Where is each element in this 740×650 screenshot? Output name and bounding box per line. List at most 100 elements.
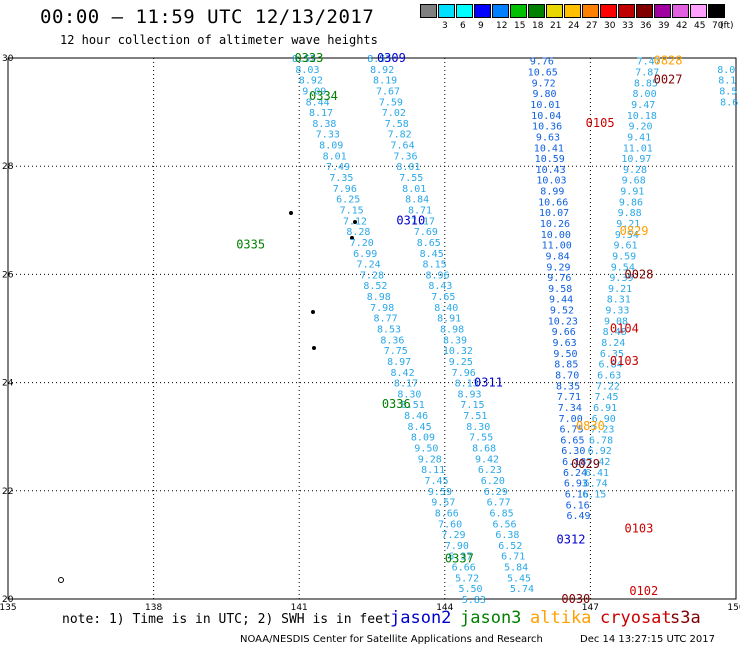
wave-height-value: 8.40 — [434, 303, 458, 314]
wave-height-value: 9.42 — [475, 454, 499, 465]
legend-swatch — [528, 4, 545, 18]
wave-height-value: 9.76 — [547, 273, 571, 284]
wave-height-value: 8.17 — [394, 379, 418, 390]
wave-height-value: 9.86 — [619, 197, 643, 208]
wave-height-value: 6.66 — [452, 563, 476, 574]
wave-height-value: 8.68 — [472, 444, 496, 455]
map-title: 00:00 – 11:59 UTC 12/13/2017 — [40, 6, 375, 28]
wave-height-value: 9.91 — [620, 187, 644, 198]
wave-height-value: 9.50 — [414, 444, 438, 455]
lat-tick-label: 22 — [2, 487, 13, 497]
wave-height-value: 9.59 — [428, 487, 452, 498]
lon-tick-label: 138 — [145, 603, 162, 613]
wave-height-value: 6.29 — [484, 487, 508, 498]
pass-number-label: 0829 — [620, 224, 649, 238]
wave-height-value: 8.42 — [391, 368, 415, 379]
pass-number-label: 0334 — [309, 89, 338, 103]
wave-height-value: 7.00 — [559, 414, 583, 425]
pass-number-label: 0102 — [629, 584, 658, 598]
lon-tick-label: 147 — [582, 603, 599, 613]
wave-height-value: 8.99 — [540, 187, 564, 198]
legend-swatch — [420, 4, 437, 18]
wave-height-value: 8.85 — [634, 78, 658, 89]
wave-height-value: 9.09 — [302, 86, 326, 97]
legend-swatch — [438, 4, 455, 18]
wave-height-value: 8.30 — [466, 422, 490, 433]
wave-height-value: 8.65 — [417, 238, 441, 249]
wave-height-value: 8.66 — [435, 508, 459, 519]
legend-swatch — [600, 4, 617, 18]
legend-swatch — [564, 4, 581, 18]
pass-number-label: 0311 — [474, 376, 503, 390]
wave-height-value: 6.84 — [599, 360, 623, 371]
wave-height-value: 6.71 — [501, 552, 525, 563]
wave-height-value: 8.24 — [601, 338, 625, 349]
wave-height-value: 8.52 — [292, 54, 316, 65]
wave-height-value: 10.18 — [627, 111, 657, 122]
wave-height-value: 6.56 — [492, 519, 516, 530]
wave-height-value: 10.23 — [548, 316, 578, 327]
wave-height-value: 9.50 — [553, 349, 577, 360]
wave-height-value: 6.38 — [495, 530, 519, 541]
lat-tick-label: 30 — [2, 54, 14, 64]
wave-height-value: 6.20 — [481, 476, 505, 487]
wave-height-value: 8.45 — [408, 422, 432, 433]
island — [353, 220, 357, 224]
wave-height-value: 9.28 — [623, 165, 647, 176]
island — [312, 346, 316, 350]
legend-label: 18 — [532, 21, 544, 31]
wave-height-value: 8.0 — [717, 65, 735, 76]
wave-height-value: 7.69 — [414, 227, 438, 238]
island — [58, 577, 64, 583]
wave-height-value: 7.60 — [438, 519, 462, 530]
wave-height-value: 8.53 — [377, 325, 401, 336]
wave-height-value: 7.59 — [379, 97, 403, 108]
wave-height-value: 10.43 — [536, 165, 566, 176]
wave-height-value: 6.18 — [562, 457, 586, 468]
pass-number-label: 0830 — [576, 419, 605, 433]
wave-height-value: 8.43 — [428, 281, 452, 292]
wave-height-value: 9.33 — [605, 306, 629, 317]
wave-height-value: 7.42 — [586, 457, 610, 468]
wave-height-value: 9.39 — [609, 273, 633, 284]
color-legend — [420, 4, 726, 18]
satellite-legend-altika: altika — [530, 608, 592, 628]
wave-height-value: 7.33 — [316, 130, 340, 141]
wave-height-value: 7.87 — [635, 68, 659, 79]
pass-number-label: 0335 — [236, 238, 265, 252]
wave-height-value: 9.54 — [611, 262, 635, 273]
legend-swatch — [690, 4, 707, 18]
wave-height-value: 8.45 — [420, 249, 444, 260]
lat-tick-label: 28 — [2, 162, 14, 172]
wave-height-value: 10.04 — [531, 111, 561, 122]
color-legend-labels: 3 6 9 12 15 18 21 24 27 30 33 36 39 42 45 70 — [420, 21, 740, 33]
wave-height-value: 7.82 — [388, 130, 412, 141]
legend-label: 3 — [442, 21, 448, 31]
wave-height-value: 9.28 — [418, 454, 442, 465]
wave-height-value: 7.28 — [360, 270, 384, 281]
wave-height-value: 7.75 — [384, 346, 408, 357]
pass-number-label: 0103 — [624, 522, 653, 536]
wave-height-value: 8.44 — [306, 97, 330, 108]
lon-tick-label: 135 — [0, 603, 17, 613]
wave-height-value: 7.02 — [382, 108, 406, 119]
wave-height-value: 6.23 — [478, 465, 502, 476]
wave-height-value: 10.36 — [532, 122, 562, 133]
pass-number-label: 0333 — [294, 51, 323, 65]
legend-swatch — [456, 4, 473, 18]
wave-height-value: 8.01 — [402, 184, 426, 195]
legend-swatch — [618, 4, 635, 18]
lon-tick-label: 150 — [727, 603, 740, 613]
legend-swatch — [474, 4, 491, 18]
pass-number-label: 0103 — [610, 354, 639, 368]
wave-height-value: 8.51 — [401, 400, 425, 411]
wave-height-value: 6.24 — [563, 468, 587, 479]
wave-height-value: 8.09 — [411, 433, 435, 444]
wave-height-value: 8.09 — [319, 141, 343, 152]
legend-label: 21 — [550, 21, 562, 31]
wave-height-value: 9.21 — [608, 284, 632, 295]
wave-height-value: 7.12 — [343, 216, 367, 227]
wave-height-value: 8.93 — [458, 389, 482, 400]
pass-number-label: 0105 — [586, 116, 615, 130]
wave-height-value: 7.49 — [326, 162, 350, 173]
